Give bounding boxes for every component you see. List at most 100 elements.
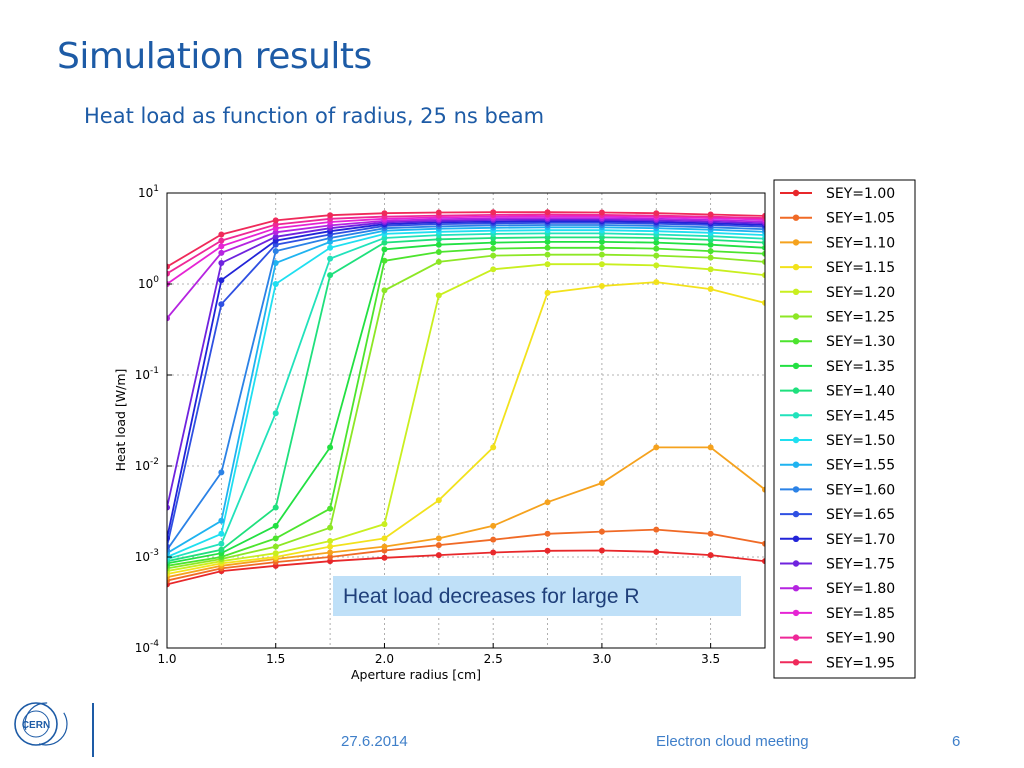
axes-layer: 1.0 1.5 2.0 2.5 3.0 3.5 101 100 10-1 10-2 10-3 10-4…	[113, 184, 766, 682]
data-point	[218, 517, 225, 524]
y-tick-label: 10-4	[135, 639, 160, 655]
data-point	[435, 241, 442, 248]
data-point	[435, 236, 442, 243]
data-point	[327, 272, 334, 279]
data-point	[544, 289, 551, 296]
data-point	[707, 286, 714, 293]
series-line-SEY=1.90	[167, 213, 765, 275]
data-point	[167, 543, 170, 550]
data-point	[272, 535, 279, 542]
data-point	[707, 211, 714, 218]
data-point	[218, 546, 225, 553]
data-point	[707, 530, 714, 537]
data-point	[762, 540, 765, 547]
data-point	[707, 241, 714, 248]
data-point	[598, 251, 605, 258]
series-line-SEY=1.35	[167, 240, 765, 565]
footer-meeting: Electron cloud meeting	[656, 733, 809, 750]
data-point	[272, 248, 279, 255]
data-point	[490, 444, 497, 451]
data-point	[327, 558, 334, 565]
legend-layer: SEY=1.00 SEY=1.05 SEY=1.10 SEY=1.15 SEY=1.20…	[773, 179, 916, 679]
legend-label: SEY=1.00	[826, 186, 895, 202]
x-tick-label: 1.5	[266, 652, 285, 666]
data-point	[435, 209, 442, 216]
series-line-SEY=1.80	[167, 217, 765, 319]
series-line-SEY=1.95	[167, 211, 765, 268]
data-point	[544, 499, 551, 506]
data-point	[598, 528, 605, 535]
data-point	[272, 550, 279, 557]
data-point	[327, 549, 334, 556]
data-point	[381, 287, 388, 294]
legend-marker	[792, 288, 800, 295]
data-point	[490, 549, 497, 556]
data-point	[218, 243, 225, 250]
data-point	[218, 231, 225, 238]
data-point	[218, 249, 225, 256]
legend-label: SEY=1.75	[826, 557, 895, 573]
data-point	[435, 497, 442, 504]
data-point	[762, 250, 765, 257]
data-point	[272, 233, 279, 240]
data-point	[490, 239, 497, 246]
slide-title: Simulation results	[57, 36, 372, 77]
data-point	[272, 410, 279, 417]
cern-logo-text: CERN	[22, 720, 50, 731]
series-line-SEY=1.45	[167, 232, 765, 560]
legend-label: SEY=1.20	[826, 285, 895, 301]
legend-label: SEY=1.70	[826, 532, 895, 548]
data-point	[218, 301, 225, 308]
data-point	[490, 266, 497, 273]
footer-divider	[92, 703, 94, 757]
data-point	[653, 444, 660, 451]
data-point	[218, 277, 225, 284]
legend-marker	[792, 659, 800, 666]
legend-box	[773, 179, 916, 679]
legend-marker	[792, 634, 800, 641]
legend-marker	[792, 189, 800, 197]
data-point	[218, 540, 225, 547]
series-line-SEY=1.50	[167, 229, 765, 558]
legend-label: SEY=1.65	[826, 507, 895, 523]
data-point	[653, 526, 660, 533]
data-point	[707, 444, 714, 451]
data-point	[490, 252, 497, 259]
legend-marker	[792, 239, 800, 246]
legend-marker	[792, 263, 800, 271]
series-line-SEY=1.70	[167, 220, 765, 539]
data-point	[707, 552, 714, 559]
data-point	[707, 248, 714, 255]
data-point	[327, 554, 334, 560]
data-point	[653, 245, 660, 252]
data-point	[381, 257, 388, 264]
legend-label: SEY=1.90	[826, 631, 895, 647]
data-point	[218, 237, 225, 244]
data-point	[598, 547, 605, 554]
data-point	[218, 469, 225, 476]
x-tick-label: 2.5	[484, 652, 503, 666]
data-point	[544, 261, 551, 268]
data-point	[435, 542, 442, 549]
data-point	[272, 221, 279, 228]
cern-logo: CERN	[12, 700, 72, 748]
data-point	[653, 210, 660, 217]
series-line-SEY=1.20	[167, 263, 765, 572]
data-point	[435, 535, 442, 542]
data-point	[272, 260, 279, 267]
data-point	[327, 212, 334, 219]
data-point	[327, 537, 334, 544]
data-point	[327, 505, 334, 512]
data-point	[762, 299, 765, 306]
y-tick-label: 10-1	[135, 366, 159, 382]
legend-label: SEY=1.15	[826, 260, 895, 276]
data-point	[381, 535, 388, 542]
data-point	[544, 530, 551, 537]
series-line-SEY=1.05	[167, 528, 765, 582]
data-point	[381, 235, 388, 242]
data-point	[544, 547, 551, 554]
legend-label: SEY=1.05	[826, 211, 895, 227]
series-layer	[167, 209, 765, 588]
data-point	[490, 235, 497, 242]
data-point	[598, 238, 605, 245]
